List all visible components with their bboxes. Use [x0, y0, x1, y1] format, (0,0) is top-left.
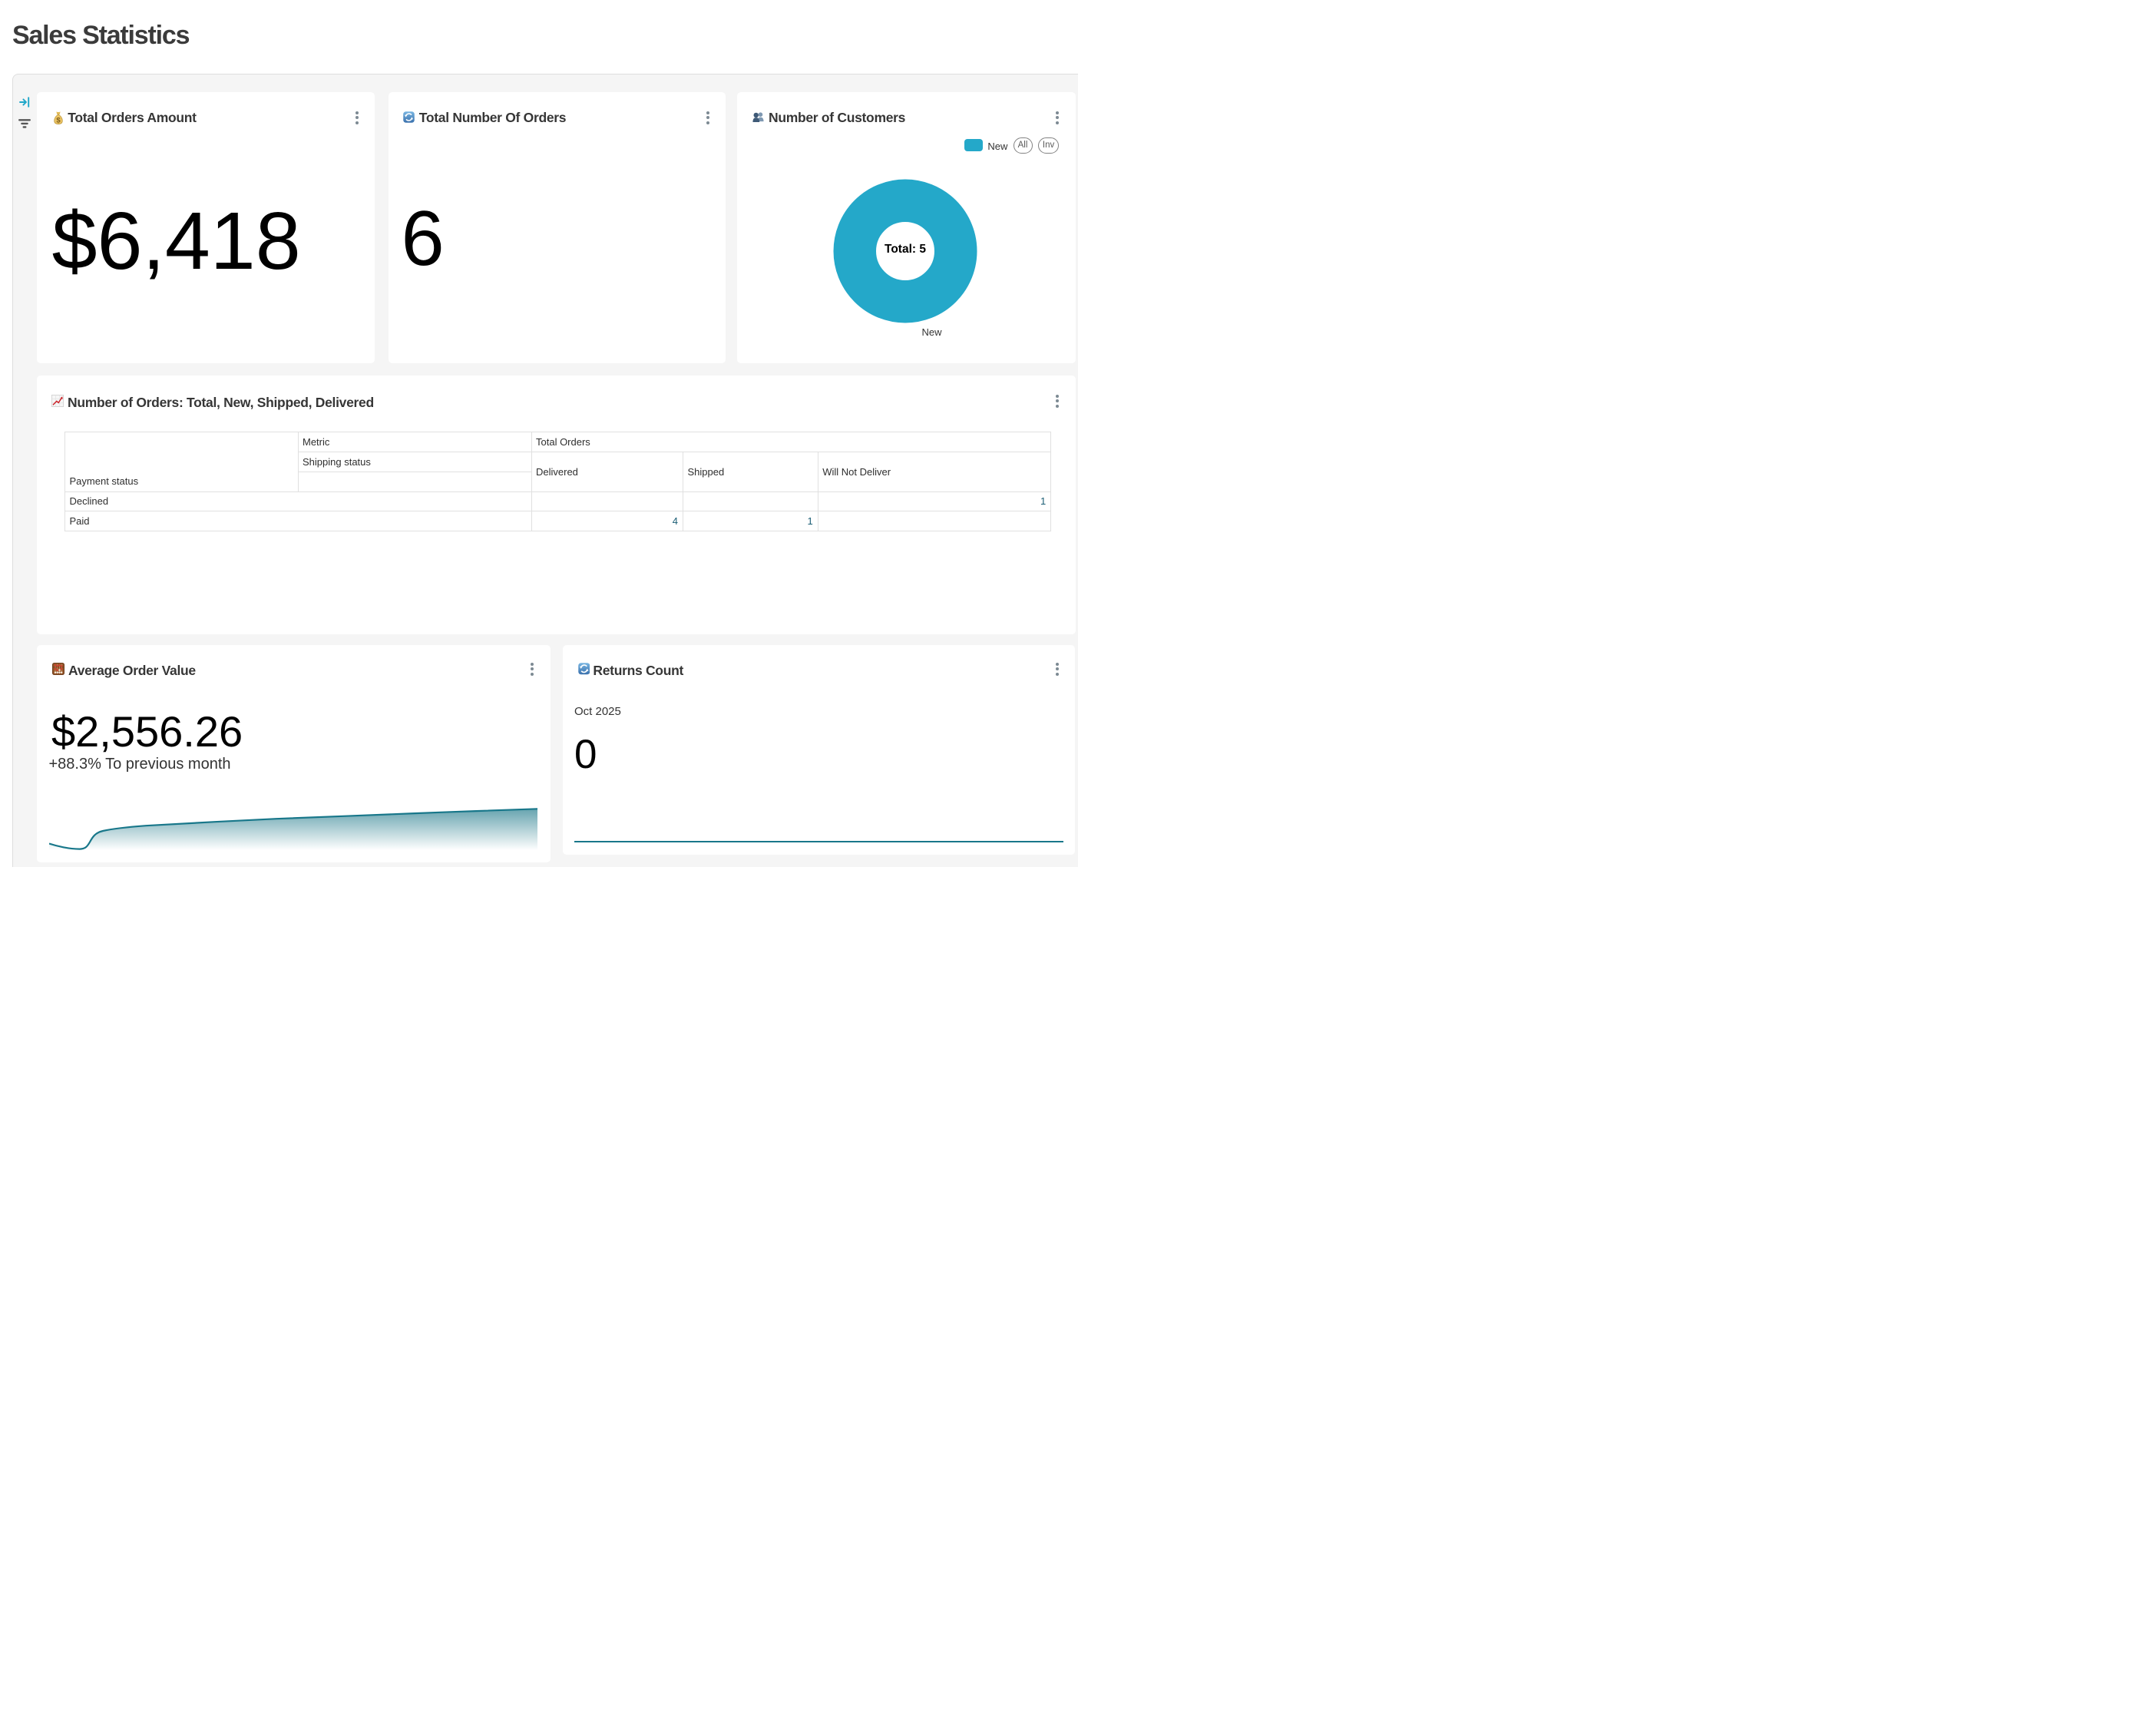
svg-text:$: $: [56, 117, 61, 124]
